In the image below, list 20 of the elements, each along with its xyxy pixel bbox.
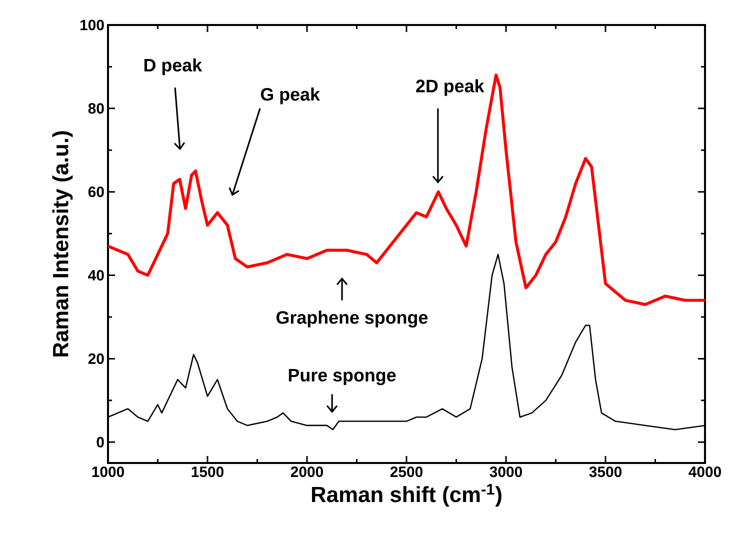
y-tick-label: 40 — [88, 270, 104, 281]
y-axis-title: Raman Intensity (a.u.) — [52, 131, 73, 356]
annotation: 2D peak — [416, 79, 484, 96]
y-tick-label: 20 — [88, 353, 104, 364]
y-tick-label: 80 — [88, 103, 104, 114]
x-tick-label: 2500 — [390, 466, 422, 478]
x-tick-label: 1000 — [92, 466, 124, 478]
y-tick-label: 0 — [96, 436, 104, 448]
annotation: Pure sponge — [288, 368, 396, 386]
x-tick-label: 4000 — [688, 466, 721, 478]
annotation: Graphene sponge — [276, 310, 428, 328]
x-tick-label: 2000 — [290, 466, 323, 478]
annotation: G peak — [260, 88, 320, 104]
x-tick-label: 1500 — [192, 466, 224, 478]
annotation: D peak — [144, 58, 202, 76]
y-tick-label: 100 — [80, 20, 104, 30]
x-tick-label: 3500 — [589, 466, 622, 478]
x-tick-label: 3000 — [490, 466, 522, 478]
y-tick-label: 60 — [88, 186, 104, 198]
x-axis-title: Raman shift (cm$^{-1}$) — [312, 484, 502, 507]
